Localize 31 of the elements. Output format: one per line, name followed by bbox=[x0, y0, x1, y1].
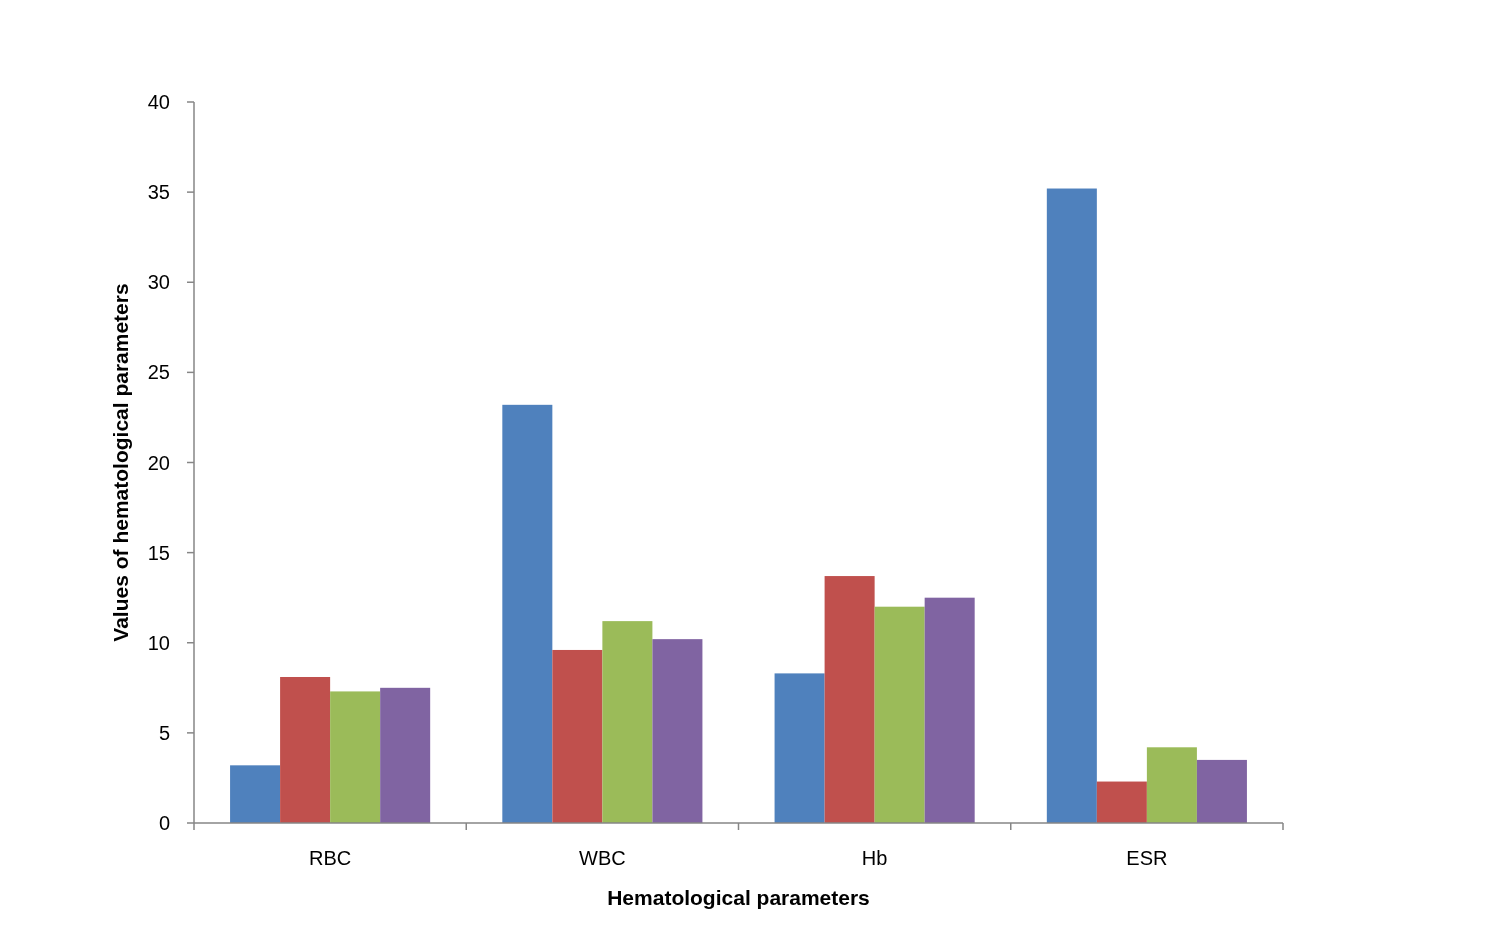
bar bbox=[280, 677, 331, 823]
y-tick-label: 0 bbox=[158, 812, 170, 834]
bar bbox=[502, 404, 553, 823]
bar bbox=[330, 691, 381, 823]
bar bbox=[1146, 747, 1197, 823]
y-tick-label: 30 bbox=[147, 271, 170, 294]
y-tick-label: 15 bbox=[147, 541, 170, 564]
bar bbox=[874, 606, 925, 823]
x-tick-label: Hb bbox=[861, 847, 888, 869]
bar bbox=[652, 639, 703, 823]
x-tick-label: RBC bbox=[309, 847, 352, 869]
bar bbox=[1096, 781, 1147, 823]
y-axis-title: Values of hematological parameters bbox=[109, 283, 132, 642]
x-axis-title: Hematological parameters bbox=[607, 886, 870, 909]
y-tick-label: 10 bbox=[147, 631, 170, 654]
y-tick-label: 40 bbox=[147, 91, 170, 113]
bar bbox=[552, 649, 603, 823]
bar bbox=[1046, 188, 1097, 823]
y-tick-label: 35 bbox=[147, 181, 170, 204]
bar bbox=[1196, 759, 1247, 823]
y-tick-label: 20 bbox=[147, 451, 170, 474]
bar bbox=[380, 687, 431, 823]
y-tick-label: 25 bbox=[147, 361, 170, 384]
x-tick-label: WBC bbox=[579, 847, 626, 869]
bar bbox=[230, 765, 281, 823]
y-tick-label: 5 bbox=[158, 721, 170, 744]
bar bbox=[824, 576, 875, 823]
bar bbox=[924, 597, 975, 823]
bar bbox=[602, 621, 653, 823]
x-tick-label: ESR bbox=[1126, 847, 1168, 869]
bar bbox=[774, 673, 825, 823]
